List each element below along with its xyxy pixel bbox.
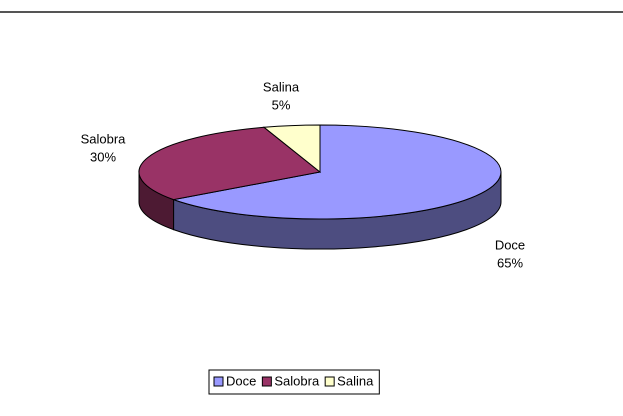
slice-label: Salobra [81,131,127,146]
slice-label: Doce [495,237,525,252]
slice-value-label: 65% [497,255,523,270]
legend-label: Salina [337,373,374,388]
slice-value-label: 30% [90,149,116,164]
slice [138,126,322,201]
legend-swatch [261,376,272,387]
slice [171,124,502,220]
legend-box [208,369,380,395]
legend-label: Salobra [274,373,320,388]
legend: Doce Salobra Salina [208,369,380,395]
slice-label: Salina [263,79,300,94]
legend-swatch [324,376,335,387]
legend-swatch [213,376,224,387]
slice-value-label: 5% [272,97,291,112]
slice [262,124,321,174]
legend-label: Doce [226,373,256,388]
